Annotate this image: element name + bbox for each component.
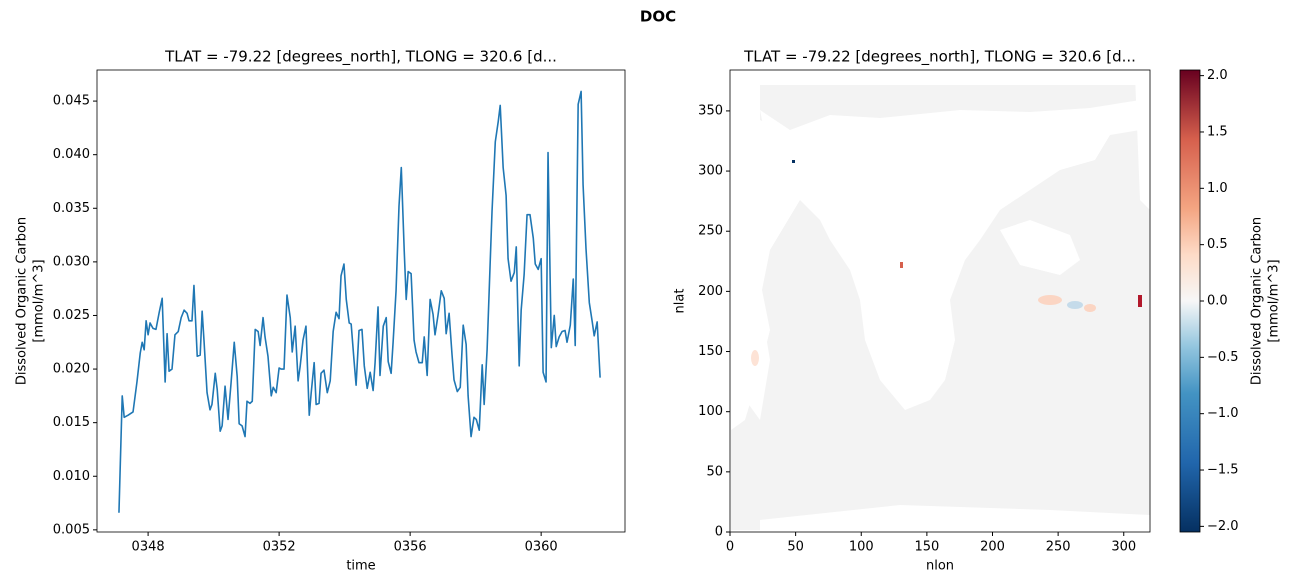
- x-tick-label: 50: [787, 540, 804, 555]
- y-tick-label: 100: [698, 404, 723, 419]
- x-tick-label: 0360: [525, 540, 558, 555]
- x-tick-label: 150: [914, 540, 939, 555]
- map-field: [730, 70, 1150, 532]
- y-axis-label: nlat: [673, 289, 688, 314]
- y-tick-label: 150: [698, 344, 723, 359]
- colorbar-tick-label: 0.0: [1207, 294, 1228, 309]
- x-tick-label: 100: [849, 540, 874, 555]
- axes-frame: [96, 69, 626, 533]
- x-tick-label: 250: [1046, 540, 1071, 555]
- y-tick-label: 200: [698, 284, 723, 299]
- colorbar-tick-label: 1.5: [1207, 124, 1228, 139]
- y-tick-label: 0.040: [53, 147, 90, 162]
- x-tick-label: 0: [726, 540, 734, 555]
- data-line: [118, 90, 601, 513]
- colorbar-label: [mmol/m^3]: [1267, 259, 1282, 342]
- x-axis-label: nlon: [926, 559, 954, 574]
- y-tick-label: 0.035: [53, 201, 90, 216]
- y-tick-label: 0.010: [53, 469, 90, 484]
- colorbar-frame: [1179, 69, 1201, 533]
- suptitle: DOC: [640, 8, 676, 26]
- y-tick-label: 50: [706, 464, 723, 479]
- y-tick-label: 250: [698, 224, 723, 239]
- axes-frame: [729, 69, 1151, 533]
- y-tick-label: 300: [698, 164, 723, 179]
- y-axis-label: Dissolved Organic Carbon: [15, 217, 30, 385]
- axes-title: TLAT = -79.22 [degrees_north], TLONG = 3…: [743, 48, 1136, 67]
- y-tick-label: 0.005: [53, 522, 90, 537]
- y-tick-label: 0.025: [53, 308, 90, 323]
- y-tick-label: 0.015: [53, 415, 90, 430]
- y-tick-label: 0.030: [53, 254, 90, 269]
- y-tick-label: 0: [715, 525, 723, 540]
- x-axis-label: time: [346, 559, 375, 574]
- y-tick-label: 0.045: [53, 94, 90, 109]
- x-tick-label: 0352: [263, 540, 296, 555]
- y-tick-label: 350: [698, 103, 723, 118]
- colorbar-tick-label: −0.5: [1207, 350, 1239, 365]
- colorbar-tick-label: 0.5: [1207, 237, 1228, 252]
- y-tick-label: 0.020: [53, 362, 90, 377]
- x-tick-label: 0348: [132, 540, 165, 555]
- colorbar-tick-label: 1.0: [1207, 181, 1228, 196]
- colorbar-tick-label: −1.5: [1207, 463, 1239, 478]
- axes-title: TLAT = -79.22 [degrees_north], TLONG = 3…: [164, 48, 557, 67]
- y-axis-label: [mmol/m^3]: [32, 259, 47, 342]
- x-tick-label: 300: [1111, 540, 1136, 555]
- colorbar-label: Dissolved Organic Carbon: [1250, 217, 1265, 385]
- colorbar-tick-label: −1.0: [1207, 406, 1239, 421]
- x-tick-label: 200: [980, 540, 1005, 555]
- colorbar-tick-label: −2.0: [1207, 519, 1239, 534]
- colorbar: [1180, 70, 1200, 532]
- x-tick-label: 0356: [394, 540, 427, 555]
- colorbar-tick-label: 2.0: [1207, 68, 1228, 83]
